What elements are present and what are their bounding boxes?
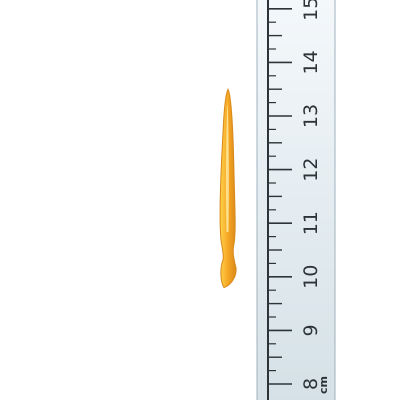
- ruler-body: [256, 0, 336, 400]
- ruler-label: 14: [300, 50, 322, 74]
- ruler-label: 9: [300, 324, 322, 336]
- ruler-labels: 8 9 10 11 12 13 14 15: [300, 0, 322, 390]
- ruler-label: 8: [300, 378, 322, 390]
- ruler-label: 15: [300, 0, 322, 21]
- ruler-unit-label: cm: [317, 376, 330, 394]
- ruler[interactable]: 8 9 10 11 12 13 14 15 cm: [256, 0, 336, 400]
- paintbrush-icon[interactable]: [219, 88, 237, 289]
- ruler-label: 10: [300, 265, 322, 289]
- ruler-label: 12: [300, 158, 322, 182]
- paintbrush-highlight: [225, 101, 229, 232]
- ruler-label: 11: [300, 211, 322, 235]
- ruler-label: 13: [300, 104, 322, 128]
- ruler-ticks: [268, 8, 292, 385]
